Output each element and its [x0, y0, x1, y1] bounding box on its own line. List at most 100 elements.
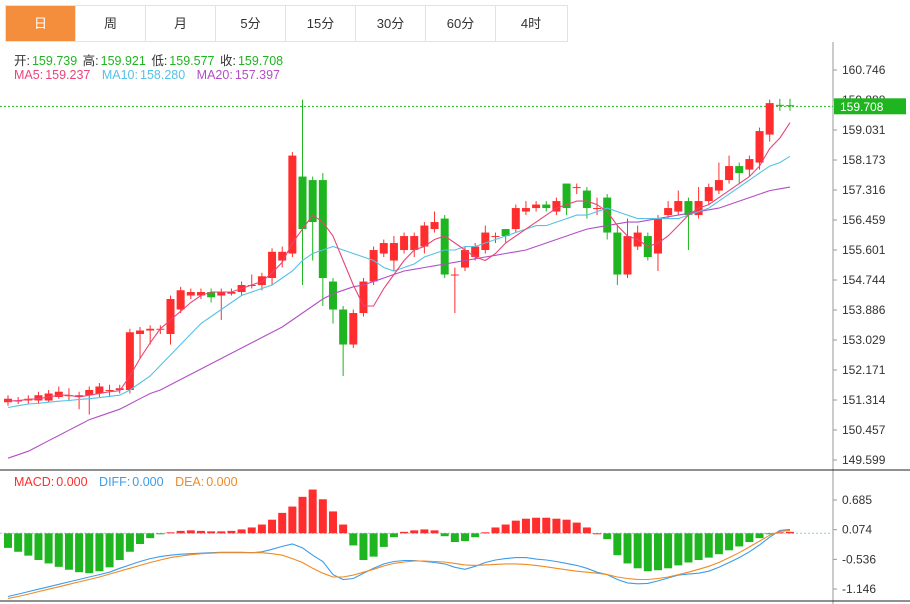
macd-bar — [765, 533, 774, 535]
candle-body — [664, 208, 673, 216]
candle-body — [186, 292, 195, 296]
candle-body — [775, 104, 784, 106]
candle-body — [562, 183, 571, 209]
macd-bar — [278, 512, 287, 534]
macd-bar — [186, 530, 195, 534]
candle-body — [54, 391, 63, 397]
macd-bar — [501, 524, 510, 534]
macd-label: MACD: — [14, 475, 55, 489]
candle-body — [146, 328, 155, 331]
candle-body — [75, 395, 84, 397]
tab-3[interactable]: 5分 — [216, 6, 286, 41]
current-price-tag — [834, 98, 906, 115]
macd-bar — [491, 527, 500, 534]
macd-bar — [44, 533, 53, 564]
price-tick-label: 153.029 — [842, 333, 886, 347]
macd-bar — [430, 530, 439, 534]
macd-bar — [420, 529, 429, 534]
dea-line — [7, 529, 791, 599]
price-tick-label: 151.314 — [842, 393, 886, 407]
candle-body — [298, 176, 307, 230]
ma10-line — [7, 155, 791, 409]
macd-bar — [613, 533, 622, 556]
candle-body — [288, 155, 297, 254]
candle-body — [95, 386, 104, 394]
macd-bar — [633, 533, 642, 569]
timeframe-tabs: 日周月 5分 15分 30分 60分 4时 — [5, 5, 568, 42]
macd-bar — [125, 533, 134, 552]
macd-bar — [136, 533, 145, 544]
price-tick-label: 158.173 — [842, 153, 886, 167]
ma5-value: 159.237 — [45, 68, 91, 82]
candle-body — [714, 180, 723, 191]
macd-info: MACD: 0.000 DIFF: 0.000 DEA: 0.000 — [14, 475, 240, 489]
tab-6[interactable]: 60分 — [426, 6, 496, 41]
candle-body — [725, 166, 734, 181]
candle-body — [481, 232, 490, 251]
low-label: 低: — [151, 54, 168, 68]
macd-bar — [684, 533, 693, 563]
candle-body — [501, 229, 510, 237]
candle-body — [268, 251, 277, 279]
macd-bar — [237, 529, 246, 534]
tab-0[interactable]: 日 — [6, 6, 76, 41]
candle-body — [471, 246, 480, 258]
macd-bar — [227, 530, 236, 534]
candle-body — [653, 218, 662, 254]
macd-bar — [582, 527, 591, 534]
macd-bar — [105, 533, 114, 568]
tab-4[interactable]: 15分 — [286, 6, 356, 41]
tab-2[interactable]: 月 — [146, 6, 216, 41]
macd-bar — [268, 519, 277, 534]
candle-body — [755, 131, 764, 163]
macd-bar — [674, 533, 683, 566]
candle-body — [278, 251, 287, 261]
macd-bar — [552, 518, 561, 534]
candle-body — [207, 292, 216, 298]
candle-body — [521, 208, 530, 212]
macd-bar — [389, 533, 398, 538]
macd-bar — [64, 533, 73, 570]
candle-body — [735, 166, 744, 174]
diff-value: 0.000 — [132, 475, 164, 489]
candle-body — [369, 250, 378, 282]
macd-bar — [217, 531, 226, 534]
ma20-value: 157.397 — [234, 68, 280, 82]
price-tick-label: 150.457 — [842, 423, 886, 437]
price-tick-label: 155.601 — [842, 243, 886, 257]
macd-bar — [603, 533, 612, 540]
price-tick-label: 159.031 — [842, 123, 886, 137]
candle-body — [623, 236, 632, 275]
macd-bar — [694, 533, 703, 561]
macd-bar — [521, 518, 530, 534]
macd-bar — [14, 533, 23, 552]
macd-bar — [257, 524, 266, 534]
macd-bar — [704, 533, 713, 558]
candle-body — [593, 208, 602, 210]
candle-body — [420, 225, 429, 247]
macd-bar — [714, 533, 723, 555]
candle-body — [511, 208, 520, 230]
macd-bar — [85, 533, 94, 574]
macd-bar — [440, 533, 449, 537]
candle-body — [786, 105, 794, 107]
macd-tick-label: 0.685 — [842, 493, 872, 507]
macd-bar — [359, 533, 368, 561]
macd-bar — [115, 533, 124, 561]
macd-bar — [54, 533, 63, 567]
tab-7[interactable]: 4时 — [520, 16, 542, 31]
candle-body — [85, 389, 94, 396]
macd-bar — [775, 532, 784, 534]
macd-bar — [379, 533, 388, 547]
macd-bar — [653, 533, 662, 571]
macd-bar — [339, 524, 348, 534]
tab-5[interactable]: 30分 — [356, 6, 426, 41]
dea-value: 0.000 — [206, 475, 238, 489]
macd-bar — [95, 533, 104, 572]
candle-body — [461, 250, 470, 268]
current-price-label: 159.708 — [840, 100, 884, 114]
macd-bar — [156, 533, 165, 535]
candle-body — [257, 276, 266, 286]
tab-1[interactable]: 周 — [76, 6, 146, 41]
